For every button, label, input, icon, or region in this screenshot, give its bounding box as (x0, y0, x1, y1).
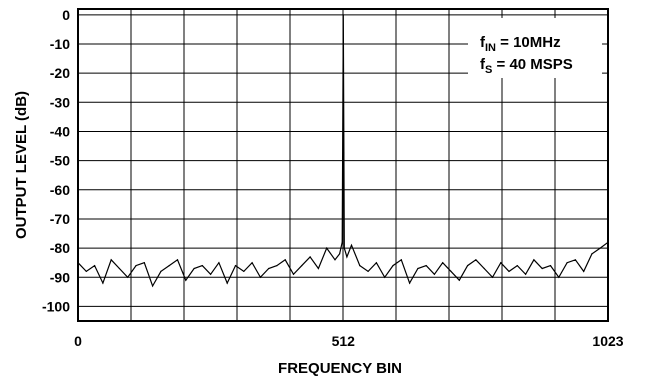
spectrum-point-56 (508, 270, 510, 272)
y-tick-label-5: -50 (50, 153, 70, 169)
spectrum-point-60 (541, 267, 543, 270)
spectrum-point-54 (491, 276, 494, 278)
y-tick-label-10: -100 (42, 298, 70, 314)
spectrum-point-15 (201, 265, 203, 267)
spectrum-point-25 (284, 259, 286, 261)
y-tick-label-0: 0 (62, 7, 70, 23)
plot-frame (77, 8, 609, 322)
spectrum-point-5 (118, 267, 120, 270)
spectrum-point-1 (85, 270, 87, 272)
y-tick-label-8: -80 (50, 240, 70, 256)
legend: fIN = 10MHz fS = 40 MSPS (468, 18, 602, 78)
spectrum-point-52 (475, 259, 477, 261)
spectrum-point-48 (442, 262, 444, 264)
spectrum-point-6 (127, 276, 129, 278)
legend-fin-sub: IN (485, 42, 496, 54)
spectrum-point-55 (500, 262, 502, 264)
spectrum-point-4 (110, 259, 112, 261)
x-tick-label-2: 1023 (592, 333, 623, 349)
spectrum-point-26 (292, 273, 295, 275)
x-tick-labels: 0 512 1023 (74, 333, 624, 349)
spectrum-point-9 (152, 285, 154, 287)
spectrum-point-45 (417, 267, 419, 270)
spectrum-point-27 (301, 265, 303, 267)
spectrum-point-62 (558, 276, 560, 278)
x-tick-label-1: 512 (332, 333, 356, 349)
spectrum-point-67 (599, 247, 601, 249)
spectrum-point-41 (384, 276, 386, 278)
spectrum-point-8 (143, 262, 145, 264)
spectrum-point-63 (566, 262, 568, 264)
spectrum-point-61 (549, 265, 552, 267)
legend-fs-sub: S (485, 64, 492, 76)
spectrum-point-29 (317, 267, 319, 270)
legend-entry-fin: fIN = 10MHz (480, 34, 561, 54)
spectrum-point-17 (218, 262, 220, 264)
spectrum-point-36 (346, 256, 348, 258)
spectrum-point-37 (350, 244, 353, 246)
spectrum-point-33 (341, 241, 343, 243)
spectrum-point-32 (339, 253, 341, 255)
spectrum-point-42 (392, 265, 394, 267)
spectrum-point-24 (276, 265, 278, 267)
spectrum-point-53 (483, 267, 485, 270)
y-tick-label-4: -40 (50, 123, 70, 139)
spectrum-point-51 (467, 265, 469, 267)
spectrum-point-34 (342, 14, 344, 16)
spectrum-point-12 (176, 259, 179, 261)
series-group (77, 14, 609, 288)
y-tick-label-6: -60 (50, 182, 70, 198)
y-tick-label-1: -10 (50, 36, 70, 52)
spectrum-point-21 (251, 262, 253, 264)
spectrum-point-10 (160, 270, 162, 272)
spectrum-point-58 (525, 273, 527, 275)
spectrum-point-40 (375, 262, 377, 264)
y-tick-label-9: -90 (50, 269, 70, 285)
spectrum-point-64 (574, 259, 577, 261)
spectrum-point-49 (450, 270, 452, 272)
spectrum-point-46 (425, 265, 427, 267)
spectrum-point-3 (102, 282, 104, 284)
spectrum-point-38 (359, 265, 361, 267)
x-axis-label: FREQUENCY BIN (278, 360, 402, 377)
y-tick-label-7: -70 (50, 211, 70, 227)
spectrum-point-23 (268, 267, 270, 270)
spectrum-point-16 (210, 273, 212, 275)
spectrum-point-19 (234, 265, 237, 267)
legend-fs-main: f (480, 56, 486, 73)
spectrum-point-22 (259, 276, 261, 278)
legend-fin-rest: = 10MHz (496, 34, 561, 51)
spectrum-point-35 (343, 247, 345, 249)
legend-entry-fs: fS = 40 MSPS (480, 56, 573, 76)
spectrum-point-47 (433, 273, 435, 275)
spectrum-point-50 (458, 279, 460, 281)
spectrum-point-14 (193, 267, 195, 270)
y-tick-label-2: -20 (50, 65, 70, 81)
spectrum-point-2 (94, 265, 96, 267)
spectrum-point-18 (226, 282, 228, 284)
spectrum-point-43 (400, 259, 402, 261)
spectrum-point-13 (185, 279, 187, 281)
spectrum-point-7 (135, 265, 137, 267)
legend-fs-rest: = 40 MSPS (492, 56, 572, 73)
spectrum-point-39 (367, 270, 369, 272)
spectrum-point-59 (533, 259, 535, 261)
spectrum-point-28 (309, 256, 311, 258)
spectrum-point-65 (583, 270, 585, 272)
y-axis-label: OUTPUT LEVEL (dB) (13, 91, 30, 239)
y-tick-label-3: -30 (50, 94, 70, 110)
spectrum-point-20 (243, 270, 245, 272)
spectrum-point-66 (591, 253, 593, 255)
y-tick-labels: 0 -10 -20 -30 -40 -50 -60 -70 -80 -90 -100 (42, 7, 70, 315)
spectrum-point-44 (409, 282, 411, 284)
spectrum-point-31 (334, 259, 336, 261)
spectrum-point-11 (168, 265, 170, 267)
legend-box (468, 18, 602, 78)
legend-fin-main: f (480, 34, 486, 51)
x-tick-label-0: 0 (74, 333, 82, 349)
spectrum-point-30 (326, 247, 328, 249)
spectrum-point-57 (516, 265, 518, 267)
